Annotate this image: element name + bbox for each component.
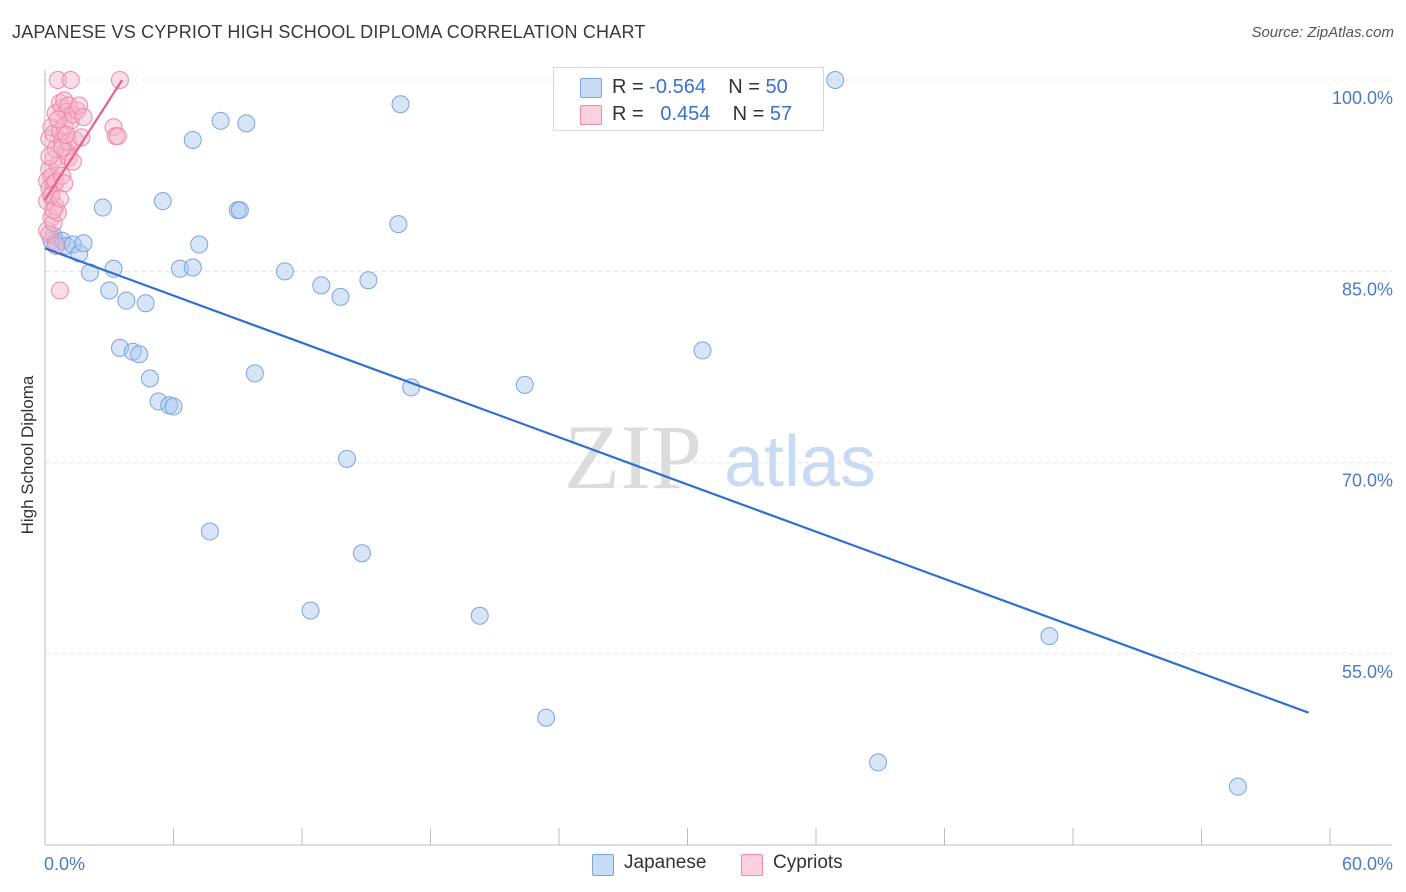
point-japanese-7: [74, 234, 93, 253]
point-japanese-38: [359, 271, 378, 290]
watermark-atlas: atlas: [724, 422, 876, 502]
bottom-legend-label-japanese: Japanese: [624, 852, 707, 873]
axes: [44, 70, 1392, 846]
point-cypriots-36: [61, 71, 80, 89]
point-japanese-33: [301, 601, 320, 620]
source-label: Source: ZipAtlas.com: [1251, 24, 1394, 41]
trend-line-japanese: [44, 247, 1309, 714]
watermark: ZIP atlas: [564, 406, 876, 508]
point-cypriots-43: [104, 118, 123, 137]
point-japanese-26: [200, 522, 219, 541]
point-japanese-41: [402, 378, 421, 397]
point-japanese-21: [164, 397, 183, 416]
point-japanese-45: [693, 341, 712, 360]
tick-labels: 100.0% 85.0% 70.0% 55.0% 0.0% 60.0%: [44, 88, 1393, 874]
point-japanese-15: [130, 345, 149, 364]
trend-line-cypriots: [44, 79, 124, 201]
legend-n-value: 57: [769, 103, 793, 125]
point-japanese-47: [869, 753, 888, 772]
legend-swatch-cypriots: [580, 105, 602, 125]
point-cypriots-40: [70, 96, 89, 115]
point-japanese-32: [275, 262, 294, 281]
legend-n-label: N =: [728, 76, 760, 98]
point-japanese-37: [352, 544, 371, 563]
legend-r-value: 0.454: [660, 103, 711, 125]
point-japanese-43: [515, 375, 534, 394]
point-japanese-44: [537, 708, 556, 727]
legend-swatch-japanese: [580, 78, 602, 98]
point-cypriots-33: [59, 96, 78, 115]
point-cypriots-45: [108, 127, 127, 146]
chart-title: JAPANESE VS CYPRIOT HIGH SCHOOL DIPLOMA …: [12, 22, 646, 42]
point-japanese-23: [183, 258, 202, 277]
point-cypriots-56: [63, 152, 82, 171]
point-japanese-30: [237, 114, 256, 133]
point-cypriots-46: [110, 71, 129, 89]
point-cypriots-55: [50, 189, 69, 208]
point-japanese-42: [470, 606, 489, 625]
point-cypriots-50: [48, 110, 67, 129]
y-tick-label-3: 55.0%: [1342, 662, 1393, 682]
watermark-zip: ZIP: [564, 406, 702, 508]
legend-r-value: -0.564: [649, 76, 706, 98]
point-cypriots-49: [44, 201, 63, 220]
point-cypriots-41: [72, 128, 91, 147]
point-japanese-40: [391, 95, 410, 114]
point-japanese-17: [140, 369, 159, 388]
legend-n-label: N =: [732, 103, 765, 125]
y-tick-label-0: 100.0%: [1332, 88, 1393, 108]
bottom-legend-label-cypriots: Cypriots: [773, 852, 843, 873]
point-cypriots-19: [48, 71, 67, 89]
legend: R = -0.564 N = 50 R = 0.454 N = 57: [553, 67, 824, 131]
point-japanese-13: [117, 291, 136, 310]
point-japanese-46: [826, 71, 845, 89]
point-japanese-10: [100, 281, 119, 300]
bottom-legend-swatch-cypriots: [741, 854, 763, 876]
point-japanese-36: [337, 449, 356, 468]
point-cypriots-42: [74, 107, 93, 126]
trend-lines: [44, 79, 1309, 714]
point-japanese-22: [170, 259, 189, 278]
point-japanese-39: [389, 215, 408, 234]
point-cypriots-10: [42, 118, 61, 137]
x-tick-label-start: 0.0%: [44, 854, 85, 874]
y-tick-label-1: 85.0%: [1342, 279, 1393, 299]
bottom-legend-swatch-japanese: [592, 854, 614, 876]
legend-n-value: 50: [765, 76, 788, 98]
point-cypriots-24: [50, 281, 69, 300]
point-japanese-31: [245, 364, 264, 383]
point-japanese-9: [93, 198, 112, 217]
legend-r-label: R =: [612, 103, 644, 125]
legend-r-label: R =: [612, 76, 644, 98]
point-japanese-34: [312, 276, 331, 295]
point-cypriots-53: [57, 125, 76, 144]
point-japanese-48: [1040, 627, 1059, 646]
point-japanese-19: [153, 192, 172, 211]
point-cypriots-48: [42, 185, 61, 204]
point-cypriots-47: [40, 147, 59, 166]
point-japanese-49: [1228, 777, 1247, 796]
point-japanese-35: [331, 287, 350, 306]
point-japanese-25: [190, 235, 209, 254]
x-tick-label-end: 60.0%: [1342, 854, 1393, 874]
point-japanese-27: [211, 111, 230, 130]
point-japanese-24: [183, 130, 202, 149]
point-japanese-29: [230, 201, 249, 220]
point-japanese-16: [136, 294, 155, 313]
grid-lines: [45, 79, 1392, 655]
y-tick-label-2: 70.0%: [1342, 471, 1393, 491]
